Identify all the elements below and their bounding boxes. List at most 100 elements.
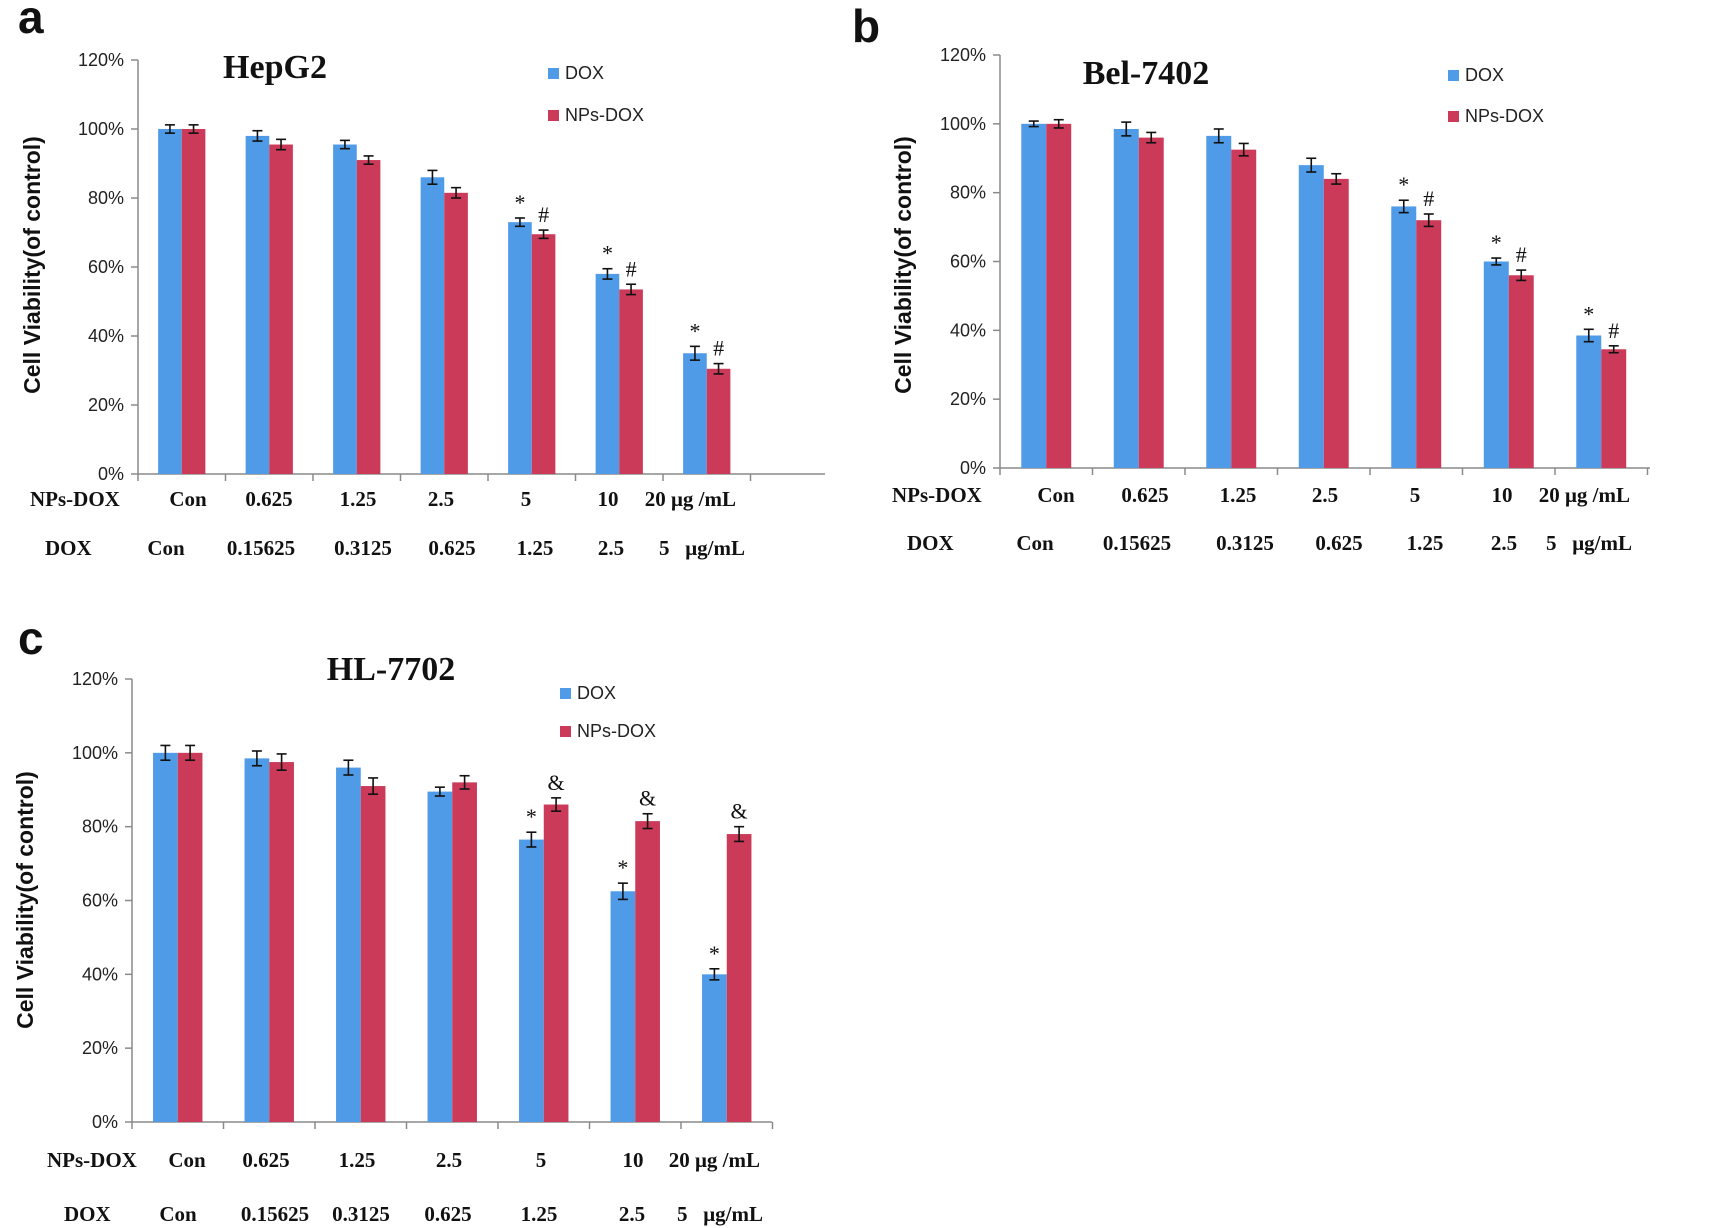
- x-tick-label-dox: 0.3125: [1216, 531, 1274, 555]
- x-tick-label-nps-dox: 20 μg /mL: [669, 1148, 760, 1172]
- bar-nps-dox: [635, 821, 660, 1122]
- x-tick-label-nps-dox: 10: [623, 1148, 644, 1172]
- bar-dox: [683, 353, 707, 474]
- y-tick-label: 20%: [88, 395, 124, 415]
- x-tick-label-dox: Con: [1016, 531, 1054, 555]
- significance-marker: *: [709, 941, 720, 966]
- bar-dox: [1483, 261, 1509, 468]
- bar-dox: [336, 767, 361, 1122]
- y-tick-label: 80%: [950, 183, 986, 203]
- x-tick-label-dox: 2.5: [598, 536, 624, 560]
- bar-dox: [1391, 206, 1417, 468]
- y-tick-label: 60%: [950, 252, 986, 272]
- x-tick-label-nps-dox: Con: [168, 1148, 206, 1172]
- chart-title: HL-7702: [327, 651, 455, 688]
- y-tick-label: 100%: [78, 119, 124, 139]
- legend-label-dox: DOX: [577, 683, 616, 703]
- bar-dox: [153, 752, 178, 1122]
- bar-dox: [702, 974, 727, 1122]
- legend-label-dox: DOX: [565, 63, 604, 83]
- row-label-nps-dox: NPs-DOX: [30, 487, 120, 511]
- bar-dox: [610, 891, 636, 1122]
- panel-letter: b: [852, 0, 880, 52]
- x-tick-label-nps-dox: 2.5: [436, 1148, 462, 1172]
- bar-dox: [1298, 165, 1324, 468]
- x-tick-label-dox: 0.3125: [332, 1202, 390, 1226]
- row-label-dox: DOX: [907, 531, 954, 555]
- bar-nps-dox: [543, 804, 569, 1122]
- y-tick-label: 0%: [92, 1112, 118, 1132]
- bar-dox: [1021, 123, 1047, 468]
- x-tick-label-dox: 1.25: [521, 1202, 558, 1226]
- chart-panel-a: a HepG2 0% 20% 40% 60% 80% 100% 120% Cell Viabili…: [18, 0, 825, 560]
- significance-marker: *: [1398, 172, 1409, 197]
- bar-nps-dox: [269, 762, 294, 1122]
- significance-marker: &: [548, 770, 565, 795]
- significance-marker: *: [526, 804, 537, 829]
- x-tick-label-dox: 2.5: [1491, 531, 1517, 555]
- row-label-nps-dox: NPs-DOX: [47, 1148, 137, 1172]
- x-tick-label-dox: 1.25: [1407, 531, 1444, 555]
- bar-nps-dox: [1508, 275, 1534, 468]
- x-tick-label-dox: 0.15625: [227, 536, 295, 560]
- x-tick-label-nps-dox: 1.25: [340, 487, 377, 511]
- y-tick-label: 100%: [72, 743, 118, 763]
- x-tick-label-nps-dox: Con: [1037, 483, 1075, 507]
- x-tick-label-nps-dox: 1.25: [1220, 483, 1257, 507]
- y-tick-label: 0%: [960, 458, 986, 478]
- x-tick-label-nps-dox: 20 μg /mL: [645, 487, 736, 511]
- y-tick-label: 80%: [82, 817, 118, 837]
- bar-dox: [508, 222, 532, 474]
- y-tick-label: 20%: [82, 1038, 118, 1058]
- x-tick-label-dox: 0.15625: [241, 1202, 309, 1226]
- x-tick-label-dox: Con: [147, 536, 185, 560]
- y-axis-label: Cell Viability(of control): [12, 771, 38, 1029]
- chart-panel-c: c HL-7702 0% 20% 40% 60% 80% 100% 120% Cell Viabi…: [12, 612, 774, 1226]
- legend-label-nps-dox: NPs-DOX: [565, 105, 644, 125]
- bar-dox: [519, 839, 544, 1122]
- legend-swatch-dox: [548, 68, 559, 79]
- x-tick-label-dox: 0.3125: [334, 536, 392, 560]
- significance-marker: #: [1423, 186, 1434, 211]
- x-tick-label-nps-dox: 2.5: [428, 487, 454, 511]
- significance-marker: *: [1491, 230, 1502, 255]
- bar-nps-dox: [726, 834, 752, 1122]
- row-label-dox: DOX: [64, 1202, 111, 1226]
- bar-nps-dox: [619, 289, 643, 474]
- bar-nps-dox: [1416, 220, 1442, 468]
- legend-label-nps-dox: NPs-DOX: [577, 721, 656, 741]
- x-tick-label-dox: 2.5: [619, 1202, 645, 1226]
- y-tick-label: 120%: [78, 50, 124, 70]
- x-tick-label-dox: Con: [159, 1202, 197, 1226]
- x-tick-label-dox: 0.625: [1315, 531, 1362, 555]
- x-tick-label-dox: 5 μg/mL: [677, 1202, 763, 1226]
- x-tick-label-nps-dox: 1.25: [339, 1148, 376, 1172]
- x-tick-label-dox: 1.25: [517, 536, 554, 560]
- chart-title: HepG2: [223, 49, 327, 86]
- bar-dox: [420, 177, 445, 475]
- significance-marker: &: [639, 786, 656, 811]
- legend-swatch-nps-dox: [560, 726, 571, 737]
- bar-dox: [245, 135, 270, 474]
- legend-swatch-dox: [1448, 70, 1459, 81]
- y-tick-label: 100%: [940, 114, 986, 134]
- y-tick-label: 120%: [940, 45, 986, 65]
- y-tick-label: 60%: [88, 257, 124, 277]
- x-tick-label-nps-dox: 0.625: [245, 487, 292, 511]
- significance-marker: #: [626, 256, 637, 281]
- bar-nps-dox: [269, 144, 293, 474]
- bar-dox: [595, 273, 620, 474]
- panel-letter: c: [18, 612, 44, 664]
- bar-nps-dox: [356, 160, 381, 475]
- significance-marker: #: [1608, 318, 1619, 343]
- y-tick-label: 40%: [88, 326, 124, 346]
- row-label-dox: DOX: [45, 536, 92, 560]
- y-tick-label: 40%: [950, 320, 986, 340]
- x-tick-label-nps-dox: 10: [1492, 483, 1513, 507]
- bar-nps-dox: [1231, 149, 1257, 469]
- bar-dox: [158, 129, 182, 474]
- x-tick-label-dox: 0.625: [424, 1202, 471, 1226]
- significance-marker: *: [1583, 301, 1594, 326]
- legend-label-nps-dox: NPs-DOX: [1465, 106, 1544, 126]
